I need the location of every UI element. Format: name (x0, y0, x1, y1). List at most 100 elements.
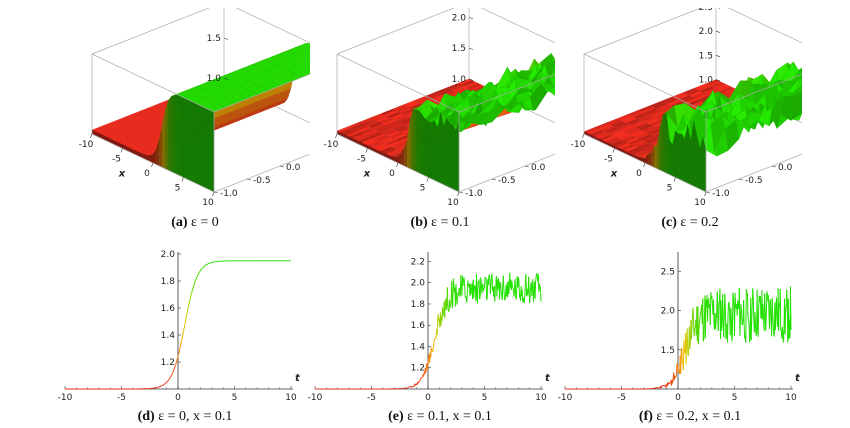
x-tick-mark (151, 162, 154, 168)
curve-segment (470, 287, 473, 295)
curve-segment (703, 320, 705, 340)
x-tick-mark (457, 191, 460, 197)
curve-segment (781, 327, 784, 336)
curve-segment (501, 285, 504, 301)
curve-segment (200, 268, 203, 271)
curve-segment (201, 267, 204, 270)
t-tick-label: -1.0 (465, 189, 483, 199)
curve-segment (451, 304, 454, 309)
caption-b: (b) ε = 0.1 (410, 215, 470, 230)
y-tick-label: 2.2 (411, 257, 425, 267)
curve-segment (191, 288, 194, 294)
surface-skirt (669, 139, 673, 177)
x-axis-label: x (610, 168, 618, 179)
curve-segment (531, 289, 533, 297)
curve-segment (167, 379, 170, 382)
curve-segment (669, 381, 671, 384)
x-tick-label: 5 (732, 393, 738, 403)
surface-skirt (177, 95, 181, 177)
z-tick-label: 1.5 (207, 34, 221, 44)
curve-segment (660, 385, 663, 389)
surface-skirt (681, 133, 685, 183)
x-tick-label: 10 (285, 393, 297, 403)
y-tick-label: 2.5 (661, 267, 675, 277)
surface-skirt (198, 104, 202, 187)
x-tick-label: 0 (675, 393, 681, 403)
x-tick-label: 0 (175, 393, 181, 403)
caption-e: (e) ε = 0.1, x = 0.1 (388, 409, 492, 424)
x-tick-mark (335, 133, 338, 139)
surface-skirt (210, 110, 215, 193)
curve-segment (699, 316, 701, 323)
caption-a: (a) ε = 0 (171, 215, 219, 230)
curve-segment (716, 291, 719, 318)
curve-segment (500, 283, 502, 292)
curve-segment (160, 385, 163, 387)
curve-segment (524, 281, 526, 295)
curve-segment (176, 356, 179, 361)
curve-segment (534, 281, 537, 299)
curve-segment (487, 277, 490, 286)
y-tick-label: 2.0 (161, 250, 176, 260)
surface-skirt (201, 105, 206, 188)
x-tick-label: -10 (571, 140, 586, 150)
curve-segment (432, 341, 435, 349)
curve-segment (427, 359, 430, 364)
curve-segment (436, 321, 439, 335)
box-edge (583, 8, 702, 55)
curve-segment (687, 349, 690, 357)
t-tick-label: -0.5 (745, 176, 763, 186)
curve-segment (466, 294, 468, 303)
x-tick-mark (396, 162, 399, 168)
curve-segment (698, 322, 701, 330)
curve-segment (725, 336, 727, 339)
curve-segment (413, 384, 416, 387)
curve-segment (175, 360, 178, 365)
curve-segment (702, 339, 705, 342)
x-tick-mark (212, 191, 215, 197)
surface-skirt (455, 121, 460, 193)
surface-skirt (425, 118, 429, 178)
t-axis-label: t (295, 373, 301, 384)
x-tick-mark (181, 177, 184, 182)
t-tick-label: 0.0 (778, 163, 793, 173)
x-tick-label: 0 (425, 393, 431, 403)
x-tick-label: 0 (389, 169, 395, 179)
curve-segment (164, 382, 166, 385)
curve-segment (468, 283, 470, 285)
curve-segment (421, 376, 423, 379)
box-edge (480, 8, 555, 44)
curve-segment (497, 278, 500, 284)
z-tick-mark (468, 17, 474, 20)
curve-segment (727, 302, 730, 314)
box-edge (235, 8, 310, 44)
curve-segment (186, 307, 189, 314)
z-tick-mark (468, 47, 474, 50)
curve-segment (672, 378, 674, 384)
curve-segment (739, 320, 741, 337)
curve-segment (691, 313, 694, 326)
curve-segment (727, 313, 729, 343)
y-tick-label: 1.5 (661, 346, 675, 356)
curve-segment (464, 283, 466, 296)
x-tick-label: -5 (117, 393, 126, 403)
curve-segment (532, 292, 535, 303)
surface-skirt (171, 94, 175, 174)
x-tick-label: 5 (420, 184, 426, 194)
curve-segment (723, 314, 725, 338)
x-tick-label: 10 (202, 198, 214, 208)
curve-segment (778, 303, 780, 331)
surface-skirt (186, 98, 190, 181)
surface-skirt (180, 96, 184, 178)
curve-segment (483, 286, 485, 290)
box-edge (727, 8, 802, 44)
x-tick-label: -5 (617, 393, 626, 403)
curve-segment (780, 329, 782, 332)
curve-segment (529, 285, 532, 294)
t-tick-mark (279, 165, 285, 168)
curve-segment (484, 277, 486, 287)
curve-segment (521, 289, 524, 303)
curve-segment (655, 387, 657, 389)
x-tick-label: 5 (667, 184, 673, 194)
curve-segment (769, 299, 772, 302)
